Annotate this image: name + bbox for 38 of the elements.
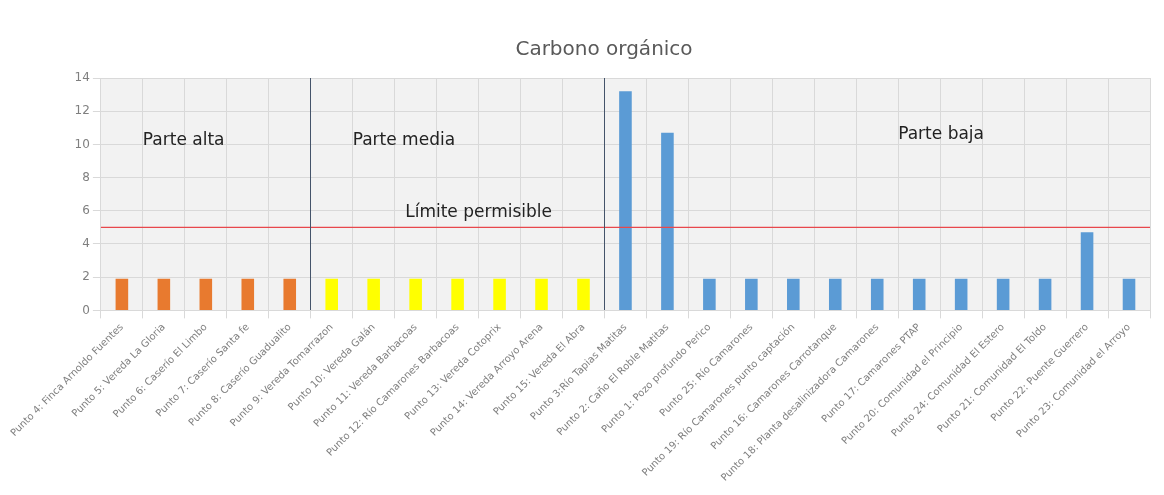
y-tick-label: 4 <box>82 236 90 251</box>
bar <box>912 278 926 310</box>
y-tick-label: 0 <box>82 302 90 317</box>
y-tick-label: 6 <box>82 202 90 217</box>
y-tick-label: 10 <box>74 136 90 151</box>
bar <box>1122 278 1136 310</box>
bar <box>996 278 1010 310</box>
bar <box>451 278 464 310</box>
bar <box>1038 278 1052 310</box>
y-tick-label: 2 <box>82 269 90 284</box>
annotation: Parte alta <box>142 129 225 150</box>
bar <box>367 278 380 310</box>
bar <box>703 278 716 310</box>
y-tick-label: 12 <box>74 103 90 118</box>
bar <box>954 278 968 310</box>
annotation: Parte media <box>352 129 456 150</box>
bar <box>619 91 632 310</box>
bar <box>661 132 674 310</box>
y-tick-label: 14 <box>74 70 90 85</box>
bar <box>828 278 842 310</box>
bar <box>870 278 884 310</box>
bar <box>241 278 255 310</box>
annotation: Parte baja <box>898 122 984 143</box>
bar <box>325 278 338 310</box>
ref-line-label: Límite permisible <box>405 201 552 222</box>
bar <box>199 278 213 310</box>
bar <box>283 278 297 310</box>
bar <box>157 278 171 310</box>
bar <box>535 278 548 310</box>
bar <box>1080 232 1094 310</box>
bar <box>787 278 800 310</box>
bar <box>745 278 758 310</box>
bar <box>577 278 590 310</box>
bar <box>409 278 422 310</box>
bar <box>115 278 129 310</box>
y-tick-label: 8 <box>82 169 90 184</box>
chart-title: Carbono orgánico <box>515 36 693 61</box>
bar <box>493 278 506 310</box>
